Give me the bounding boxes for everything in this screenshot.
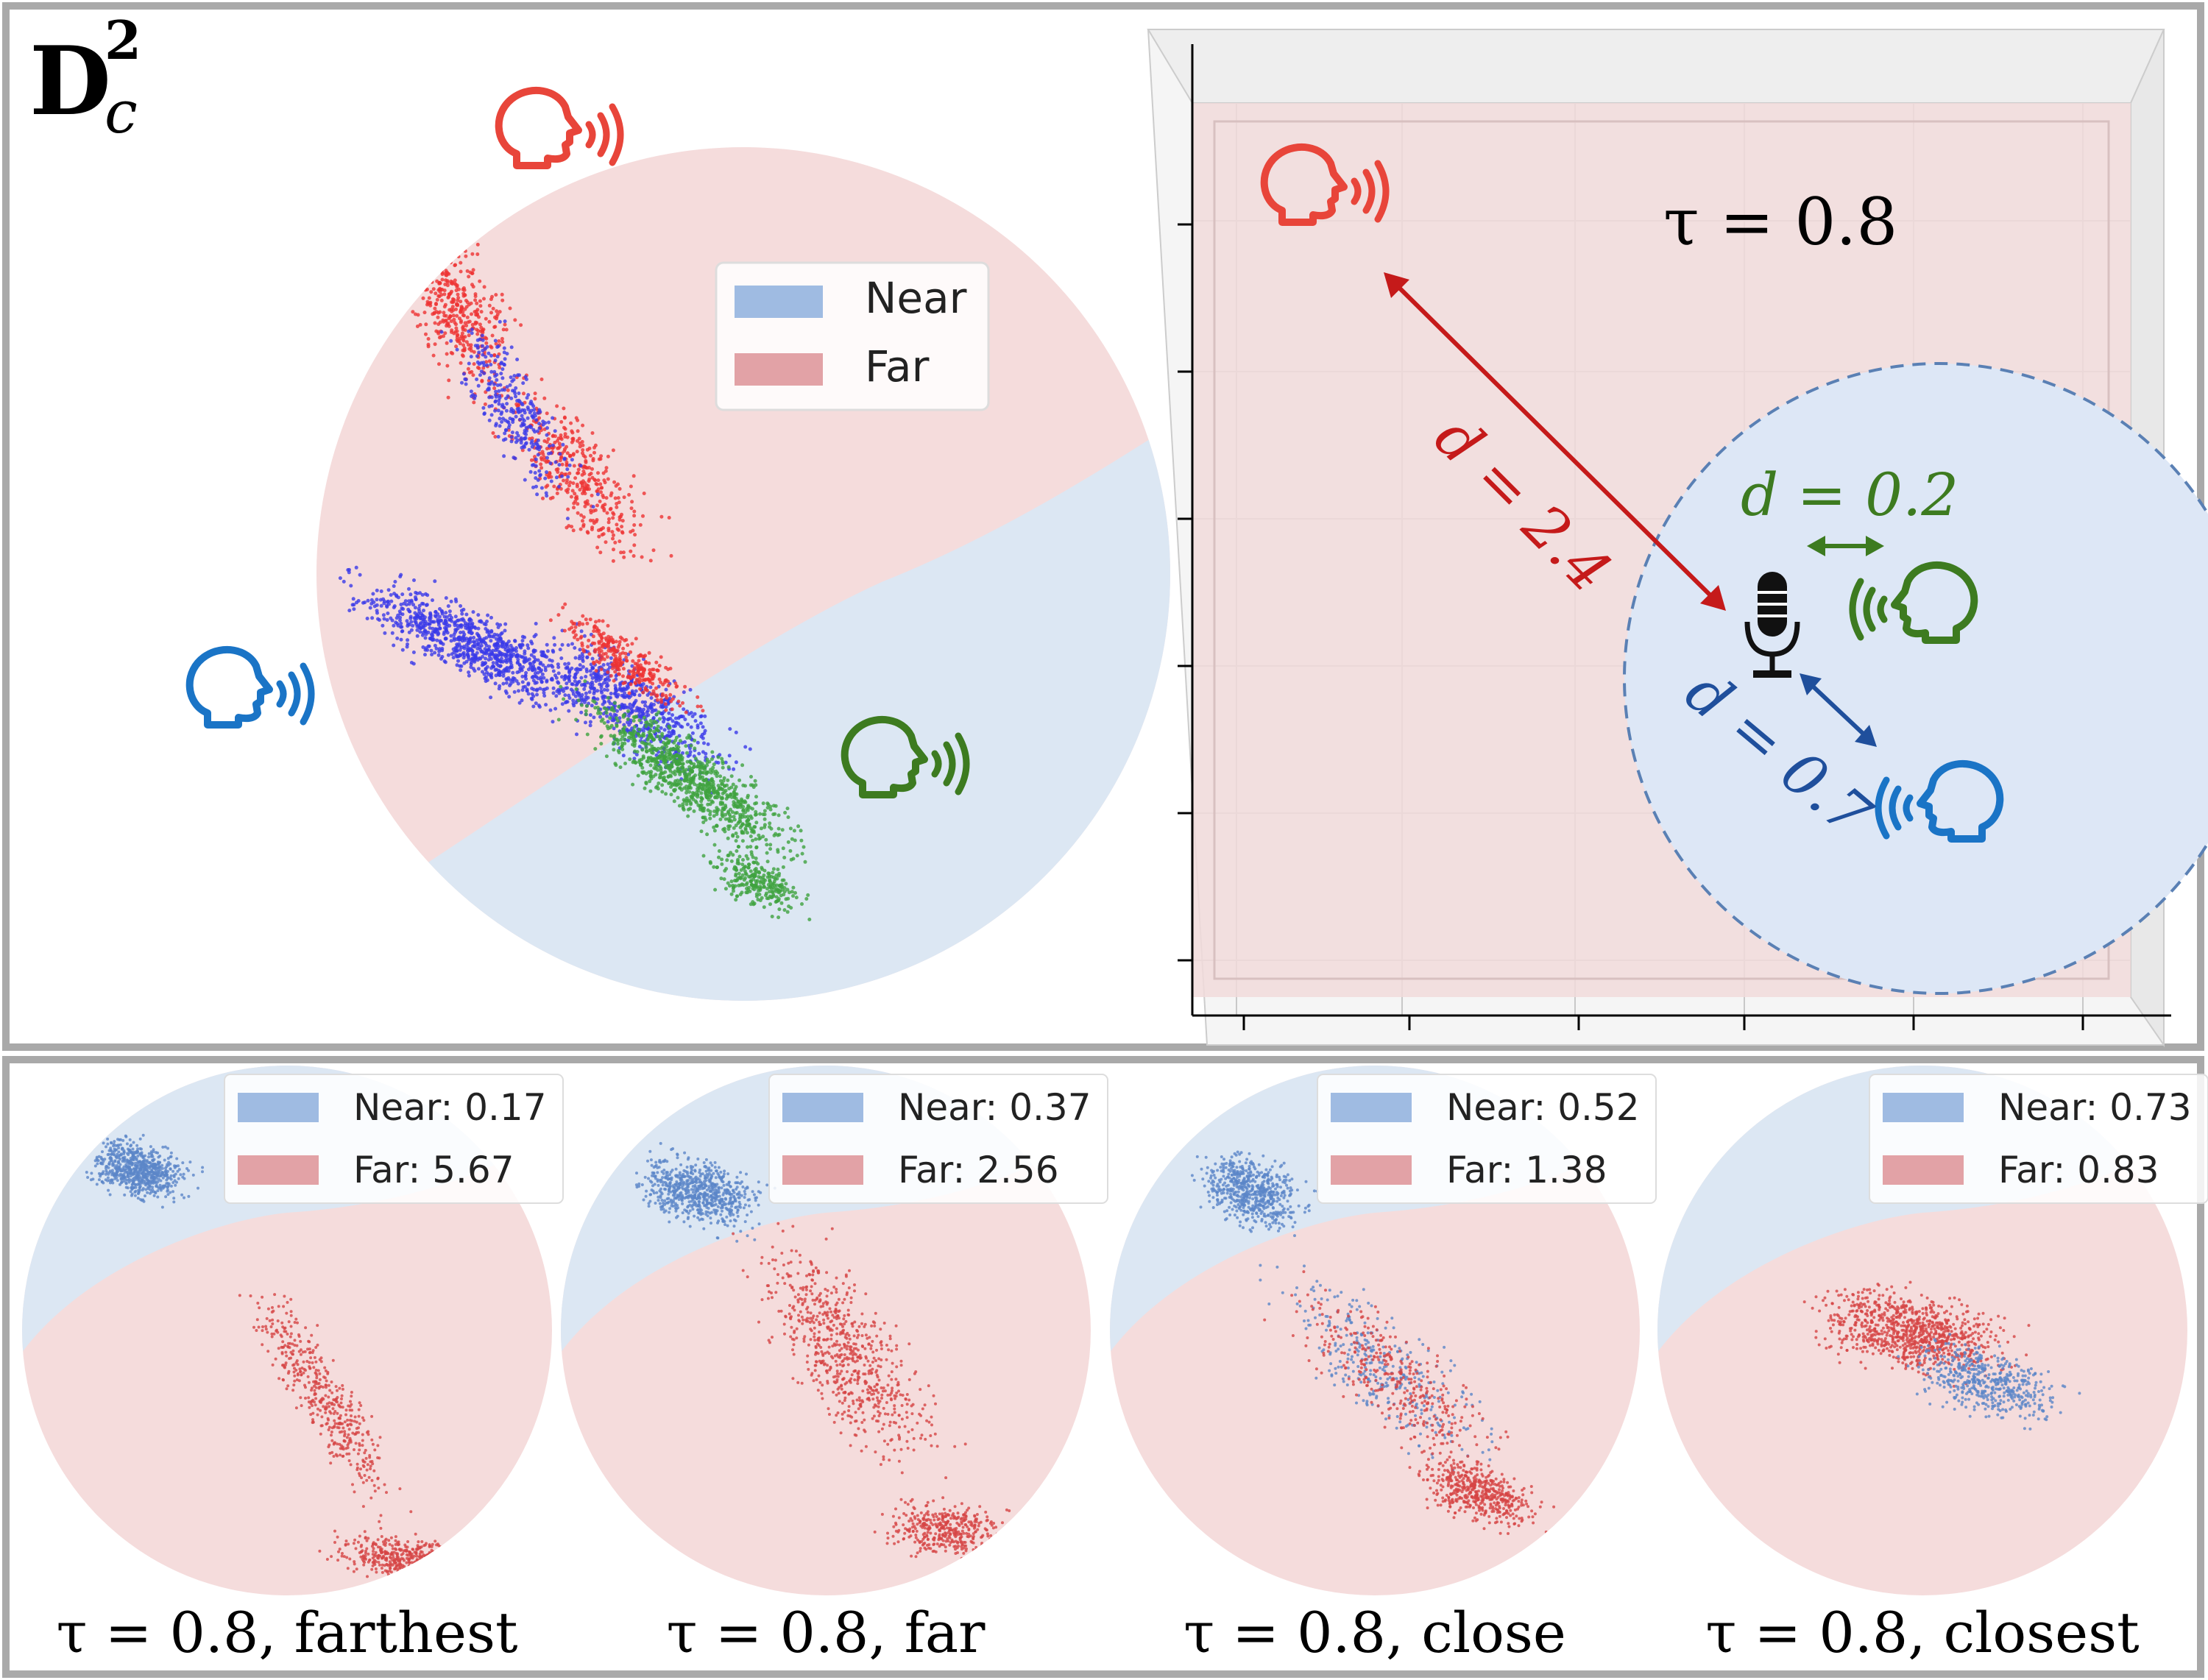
far-legend-swatch: [1331, 1155, 1412, 1185]
far-legend-label: Far: [865, 341, 930, 391]
title-main: D: [29, 26, 111, 137]
microphone-icon: [1744, 572, 1800, 678]
green-distance-arrow: [1807, 536, 1884, 556]
panel-caption: τ = 0.8, closest: [1705, 1600, 2139, 1665]
small-panel: Near: 0.37 Far: 2.56 τ = 0.8, far: [561, 1066, 1108, 1665]
green-distance-label: d = 0.2: [1741, 461, 1958, 529]
far-legend-swatch: [238, 1155, 319, 1185]
near-value-label: Near: 0.37: [898, 1086, 1091, 1129]
small-panel: Near: 0.52 Far: 1.38 τ = 0.8, close: [1110, 1066, 1657, 1665]
blue-distance-arrow: [1800, 673, 1877, 747]
near-threshold-circle: [1623, 362, 2208, 995]
room-diagram: τ = 0.8: [1147, 29, 2208, 1048]
far-legend-swatch: [735, 353, 823, 386]
far-value-label: Far: 5.67: [353, 1149, 514, 1191]
far-legend-swatch: [782, 1155, 863, 1185]
near-legend-swatch: [782, 1093, 863, 1122]
panel-caption: τ = 0.8, farthest: [57, 1600, 518, 1665]
near-value-label: Near: 0.52: [1446, 1086, 1640, 1129]
panel-title: D 2 c: [29, 9, 141, 146]
near-value-label: Near: 0.17: [353, 1086, 547, 1129]
near-legend-swatch: [735, 286, 823, 318]
panel-caption: τ = 0.8, far: [667, 1600, 986, 1665]
small-panel: Near: 0.17 Far: 5.67 τ = 0.8, farthest: [22, 1066, 564, 1665]
near-legend-swatch: [238, 1093, 319, 1122]
near-legend-swatch: [1331, 1093, 1412, 1122]
panel-caption: τ = 0.8, close: [1183, 1600, 1566, 1665]
near-legend-label: Near: [865, 273, 967, 323]
far-value-label: Far: 0.83: [1998, 1149, 2159, 1191]
title-superscript: 2: [105, 9, 141, 71]
title-subscript: c: [105, 78, 138, 146]
far-distance-arrow: [1384, 272, 1726, 611]
main-legend: Near Far: [715, 261, 990, 411]
far-legend-swatch: [1883, 1155, 1964, 1185]
far-value-label: Far: 1.38: [1446, 1149, 1607, 1191]
near-value-label: Near: 0.73: [1998, 1086, 2192, 1129]
far-value-label: Far: 2.56: [898, 1149, 1059, 1191]
tau-label: τ = 0.8: [1663, 184, 1897, 260]
small-panel: Near: 0.73 Far: 0.83 τ = 0.8, closest: [1657, 1066, 2208, 1665]
near-legend-swatch: [1883, 1093, 1964, 1122]
